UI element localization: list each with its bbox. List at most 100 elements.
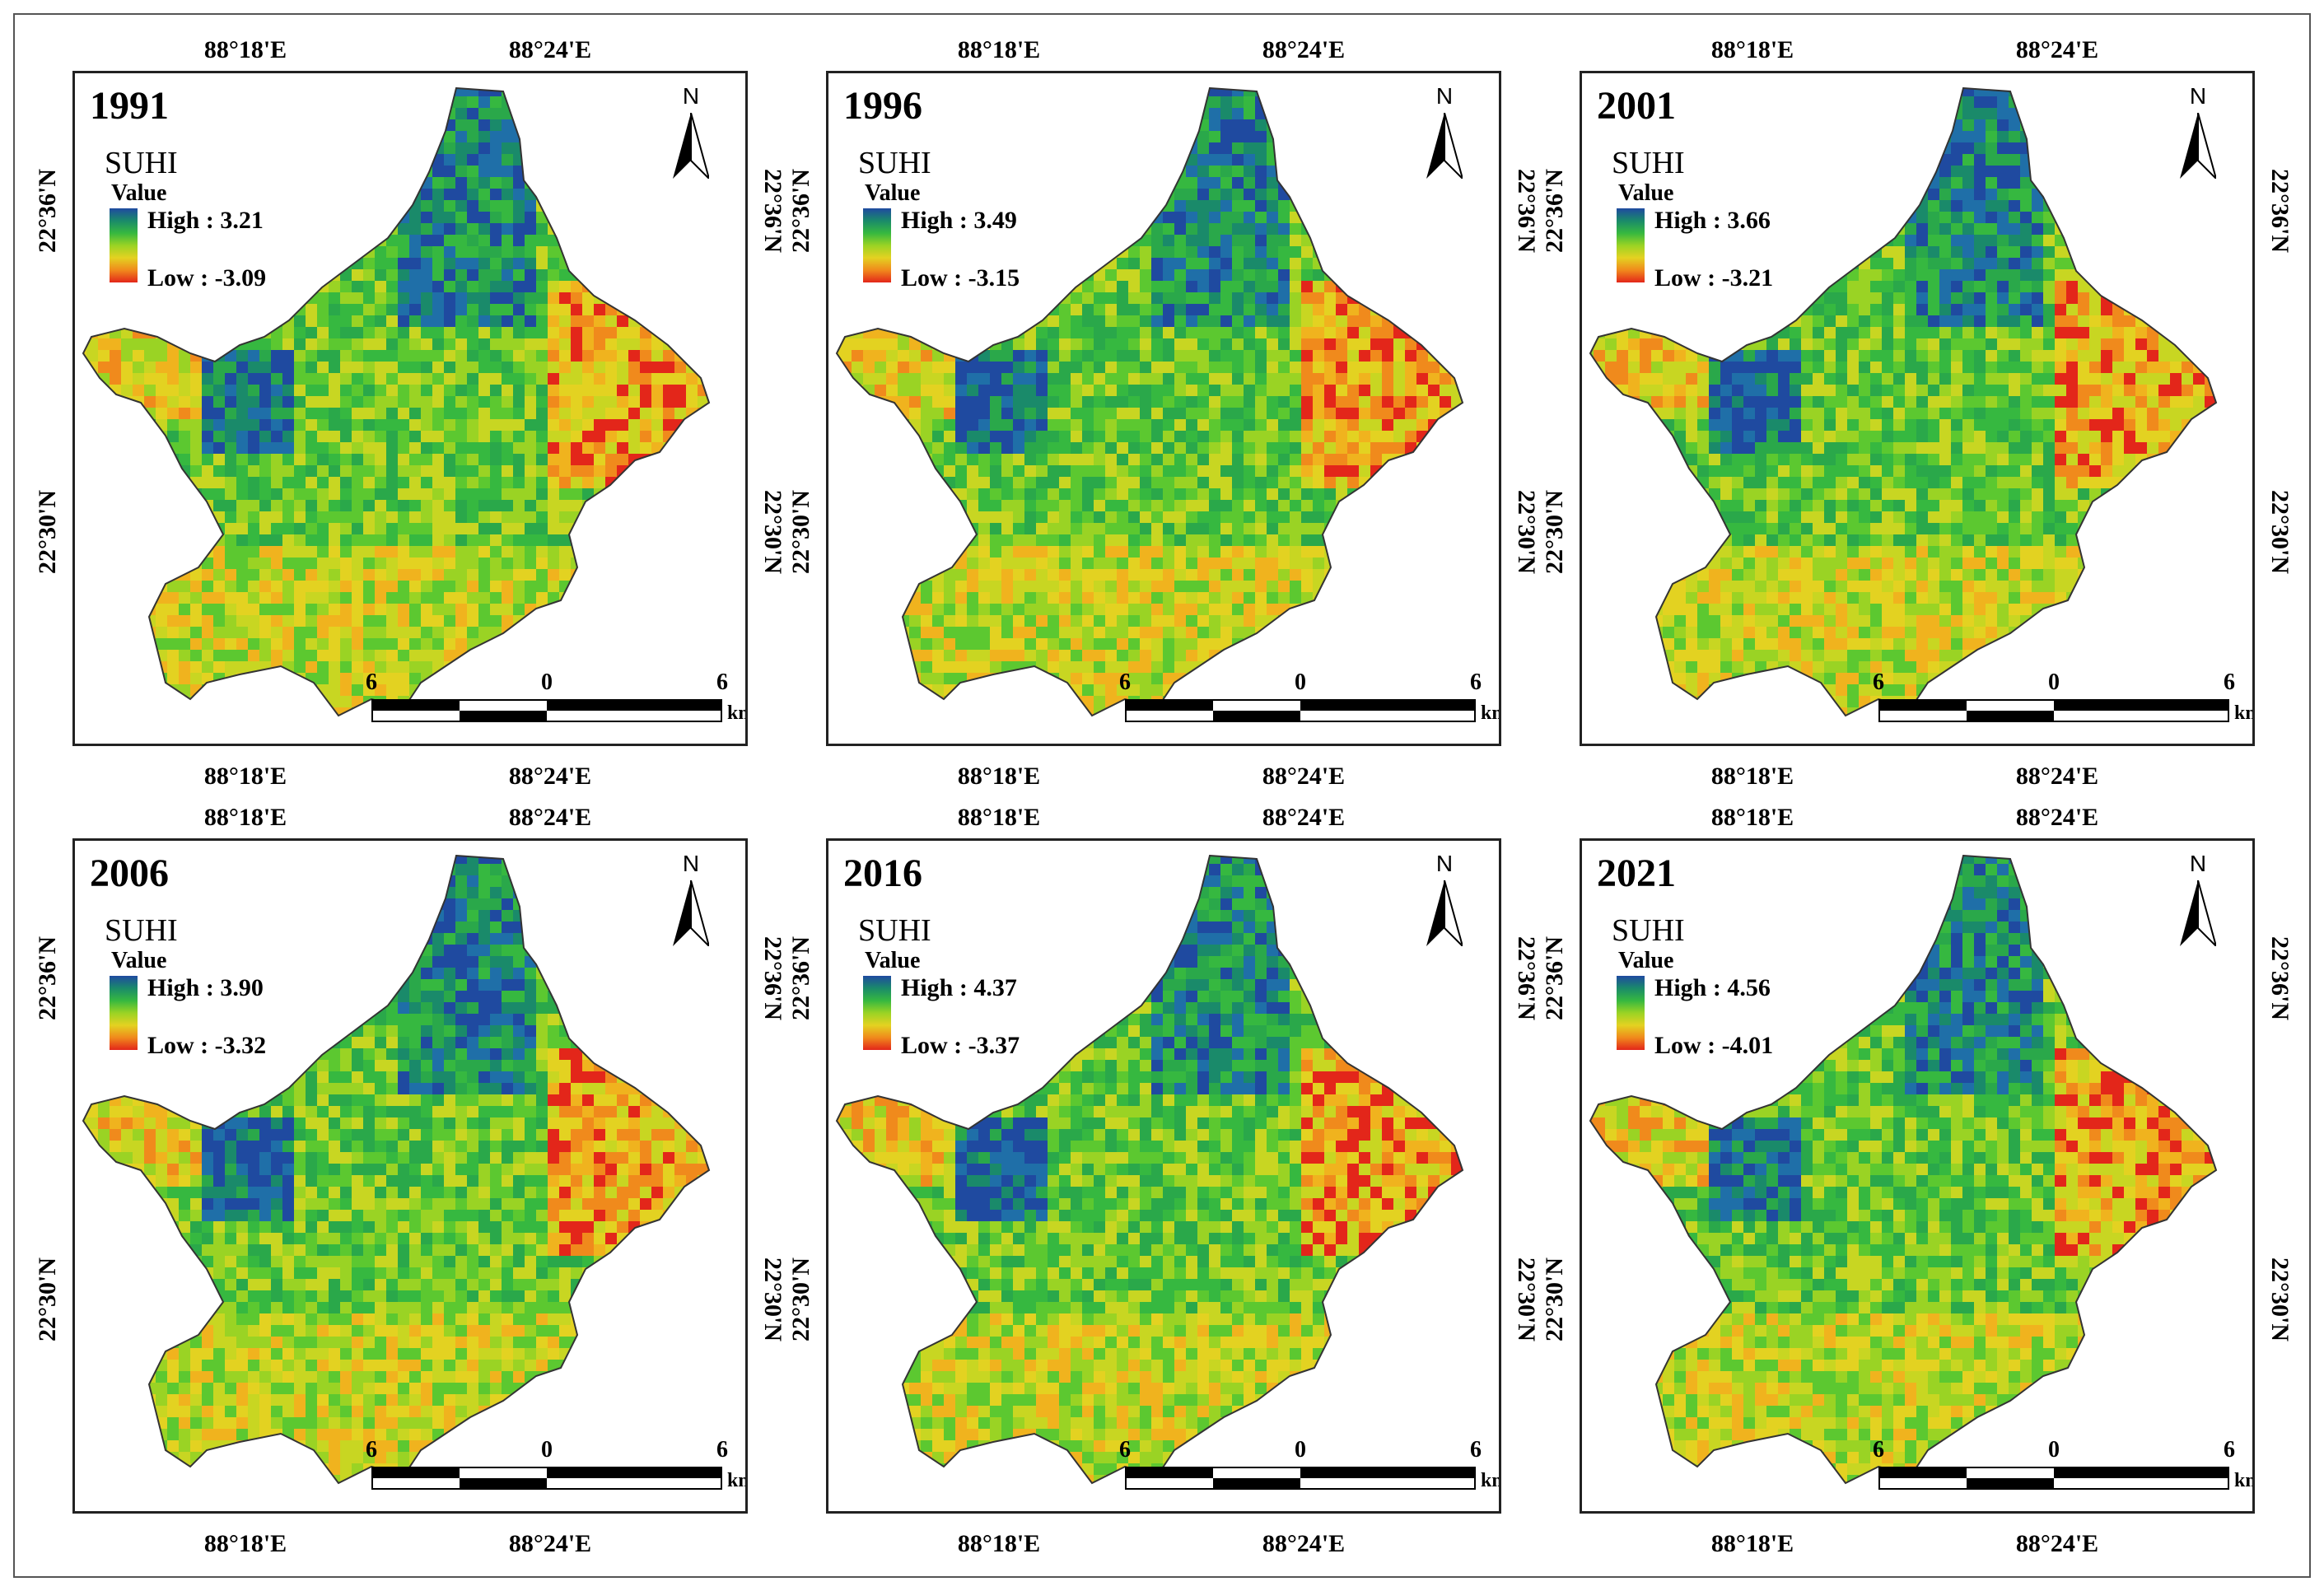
suhi-raster-cell xyxy=(375,419,387,432)
suhi-raster-cell xyxy=(628,235,641,247)
suhi-raster-cell xyxy=(1393,154,1406,166)
north-arrow-shape xyxy=(673,113,709,179)
suhi-raster-cell xyxy=(83,200,87,212)
suhi-raster-cell xyxy=(467,500,479,512)
suhi-raster-cell xyxy=(1336,304,1348,316)
suhi-raster-cell xyxy=(179,396,191,408)
suhi-raster-cell xyxy=(525,454,537,466)
suhi-raster-cell xyxy=(121,546,133,558)
suhi-raster-cell xyxy=(398,546,410,558)
suhi-raster-cell xyxy=(179,431,191,443)
suhi-raster-cell xyxy=(1094,131,1106,143)
suhi-raster-cell xyxy=(921,131,933,143)
suhi-raster-cell xyxy=(1474,212,1486,224)
suhi-raster-cell xyxy=(663,258,675,270)
suhi-raster-cell xyxy=(932,119,945,132)
suhi-raster-cell xyxy=(1359,350,1371,362)
suhi-raster-cell xyxy=(640,627,652,639)
suhi-raster-cell xyxy=(686,488,698,501)
suhi-raster-cell xyxy=(571,604,583,616)
suhi-raster-cell xyxy=(83,292,87,305)
suhi-raster-cell xyxy=(432,200,445,212)
suhi-raster-cell xyxy=(594,338,606,351)
suhi-raster-cell xyxy=(259,315,272,328)
suhi-raster-cell xyxy=(571,730,583,743)
suhi-raster-cell xyxy=(282,119,295,132)
suhi-raster-cell xyxy=(490,465,502,478)
suhi-raster-cell xyxy=(1255,304,1267,316)
suhi-raster-cell xyxy=(1220,177,1233,189)
suhi-raster-cell xyxy=(236,707,249,716)
suhi-raster-cell xyxy=(86,281,99,293)
suhi-raster-cell xyxy=(837,258,841,270)
suhi-raster-cell xyxy=(110,719,122,731)
suhi-raster-cell xyxy=(1244,88,1256,97)
suhi-raster-cell xyxy=(875,362,887,374)
suhi-raster-cell xyxy=(409,661,422,674)
suhi-raster-cell xyxy=(409,627,422,639)
suhi-raster-cell xyxy=(352,442,364,455)
suhi-raster-cell xyxy=(86,615,99,628)
suhi-raster-cell xyxy=(921,73,933,86)
suhi-raster-cell xyxy=(525,431,537,443)
suhi-raster-cell xyxy=(398,327,410,339)
suhi-raster-cell xyxy=(386,396,399,408)
suhi-raster-cell xyxy=(605,742,618,746)
suhi-raster-cell xyxy=(1255,281,1267,293)
suhi-raster-cell xyxy=(744,200,748,212)
suhi-raster-cell xyxy=(259,581,272,593)
suhi-raster-cell xyxy=(86,431,99,443)
suhi-raster-cell xyxy=(490,88,502,97)
suhi-raster-cell xyxy=(651,96,664,109)
suhi-raster-cell xyxy=(686,281,698,293)
suhi-raster-cell xyxy=(421,142,433,155)
suhi-raster-cell xyxy=(317,558,329,570)
suhi-raster-cell xyxy=(732,200,744,212)
suhi-raster-cell xyxy=(1428,292,1440,305)
suhi-raster-cell xyxy=(444,189,456,201)
suhi-raster-cell xyxy=(282,684,295,697)
suhi-raster-cell xyxy=(202,650,214,662)
suhi-raster-cell xyxy=(1071,131,1083,143)
suhi-raster-cell xyxy=(525,465,537,478)
suhi-raster-cell xyxy=(1163,281,1175,293)
suhi-raster-cell xyxy=(628,638,641,651)
suhi-raster-cell xyxy=(156,442,168,455)
suhi-raster-cell xyxy=(444,177,456,189)
suhi-raster-cell xyxy=(1393,281,1406,293)
suhi-raster-cell xyxy=(721,373,733,385)
suhi-raster-cell xyxy=(329,581,341,593)
suhi-raster-cell xyxy=(1290,235,1302,247)
suhi-raster-cell xyxy=(98,189,110,201)
suhi-raster-cell xyxy=(352,362,364,374)
suhi-raster-cell xyxy=(1151,177,1164,189)
suhi-raster-cell xyxy=(1244,281,1256,293)
suhi-raster-cell xyxy=(571,373,583,385)
suhi-raster-cell xyxy=(732,223,744,236)
suhi-raster-cell xyxy=(444,73,456,86)
north-arrow-icon: N xyxy=(666,83,716,182)
suhi-raster-cell xyxy=(75,730,87,743)
suhi-raster-cell xyxy=(1232,235,1244,247)
suhi-raster-cell xyxy=(1486,292,1498,305)
suhi-raster-cell xyxy=(1048,292,1060,305)
suhi-raster-cell xyxy=(1347,315,1360,328)
suhi-raster-cell xyxy=(628,108,641,120)
suhi-raster-cell xyxy=(86,627,99,639)
suhi-raster-cell xyxy=(1359,119,1371,132)
suhi-raster-cell xyxy=(340,131,352,143)
suhi-raster-cell xyxy=(1186,327,1198,339)
suhi-raster-cell xyxy=(1313,292,1325,305)
suhi-raster-cell xyxy=(248,88,260,97)
suhi-raster-cell xyxy=(674,465,687,478)
suhi-raster-cell xyxy=(663,235,675,247)
suhi-raster-cell xyxy=(1232,166,1244,178)
suhi-raster-cell xyxy=(536,166,548,178)
suhi-raster-cell xyxy=(1094,315,1106,328)
suhi-raster-cell xyxy=(248,638,260,651)
suhi-raster-cell xyxy=(1255,258,1267,270)
suhi-raster-cell xyxy=(167,408,180,420)
suhi-raster-cell xyxy=(432,362,445,374)
suhi-raster-cell xyxy=(1474,350,1486,362)
suhi-raster-cell xyxy=(1071,269,1083,282)
